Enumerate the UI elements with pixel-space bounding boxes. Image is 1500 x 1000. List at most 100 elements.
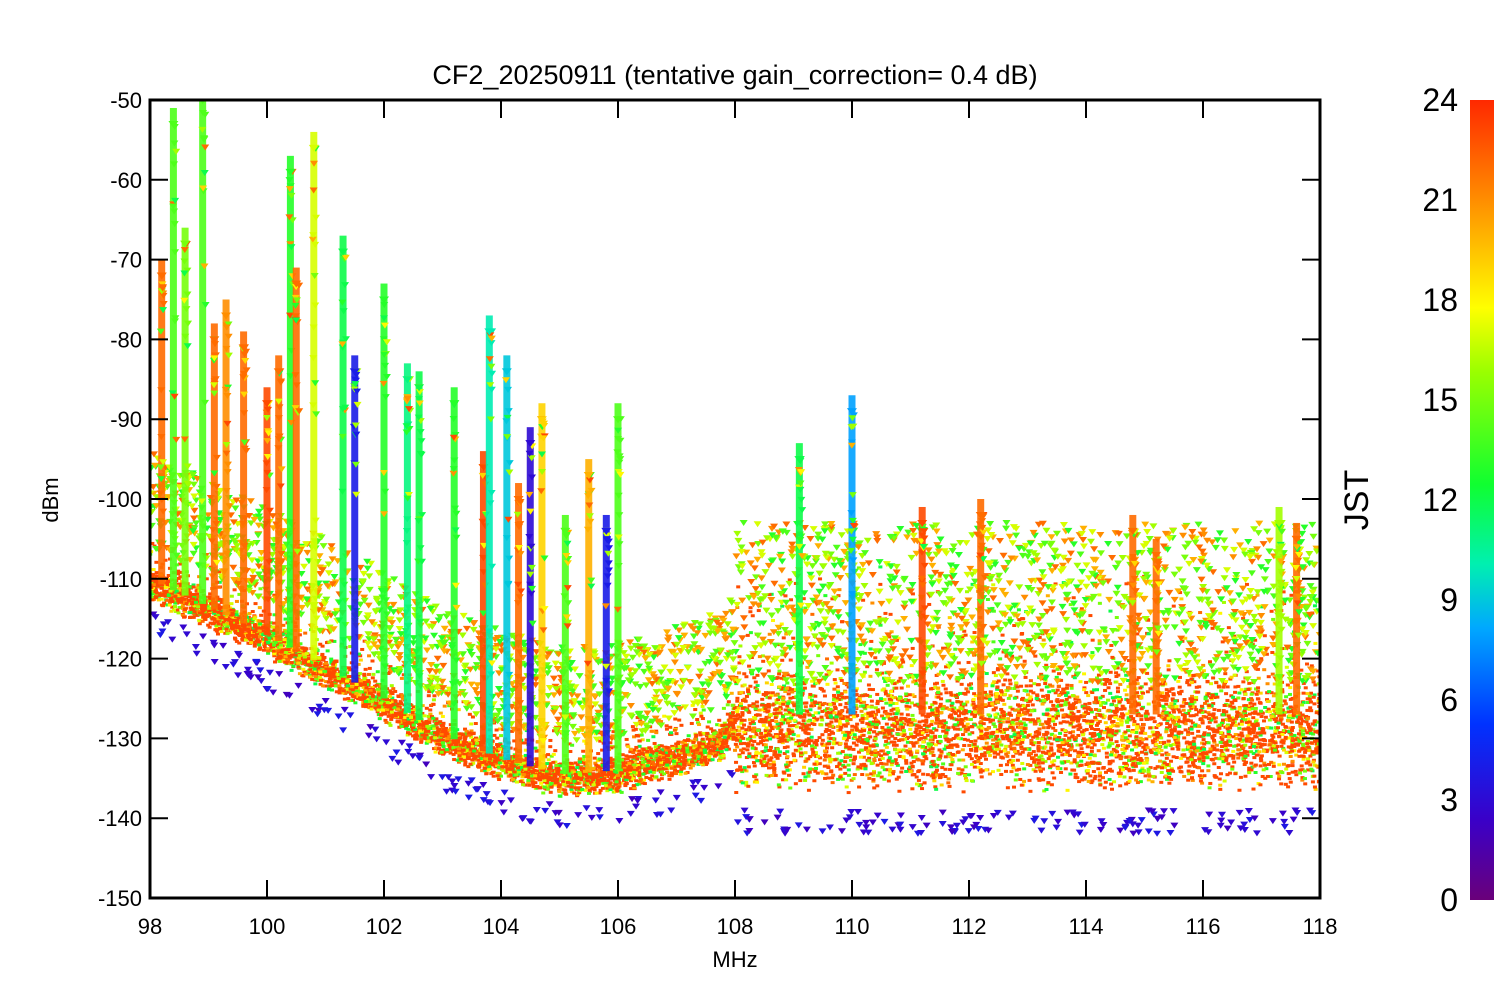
noise-point [857,697,862,701]
noise-point [1135,723,1140,727]
noise-point [744,694,749,698]
noise-point [1092,700,1097,704]
noise-point [953,647,958,651]
noise-point [1159,770,1164,774]
noise-point [1298,768,1303,772]
noise-point [462,752,467,756]
noise-point [759,717,764,721]
noise-point [939,711,944,715]
noise-point [764,745,769,749]
noise-point [904,761,909,765]
noise-point [806,788,811,792]
noise-point [256,624,261,628]
noise-point [1305,731,1310,735]
noise-point [1177,724,1182,728]
noise-point [813,751,818,755]
noise-point [1144,714,1149,718]
noise-point [781,700,786,704]
noise-point [920,713,925,717]
noise-point [753,707,758,711]
noise-point [1107,741,1112,745]
noise-point [1054,675,1059,679]
noise-point [1131,717,1136,721]
noise-point [869,639,874,643]
noise-point [846,773,851,777]
noise-point [962,737,967,741]
noise-point [1283,710,1288,714]
noise-point [716,750,721,754]
noise-point [863,707,868,711]
noise-point [1160,691,1165,695]
noise-point [1114,615,1119,619]
noise-point [995,730,1000,734]
noise-point [1107,778,1112,782]
noise-point [823,729,828,733]
noise-point [1028,720,1033,724]
noise-point [705,731,710,735]
noise-point [1288,686,1293,690]
noise-point [620,753,625,757]
noise-point [1052,737,1057,741]
noise-point [995,692,1000,696]
noise-point [1099,701,1104,705]
noise-point [766,669,771,673]
noise-point [557,794,562,798]
noise-point [815,754,820,758]
noise-point [921,740,926,744]
noise-point [709,745,714,749]
noise-point [1313,723,1318,727]
noise-point [1071,725,1076,729]
noise-point [316,663,321,667]
noise-point [1088,739,1093,743]
noise-point [551,752,556,756]
noise-point [773,750,778,754]
noise-point [999,693,1004,697]
noise-point [703,762,708,766]
noise-point [1082,686,1087,690]
noise-point [1251,751,1256,755]
noise-point [924,757,929,761]
noise-point [172,588,177,592]
noise-point [1131,765,1136,769]
noise-point [898,676,903,680]
noise-point [355,689,360,693]
noise-point [483,769,488,773]
noise-point [1027,697,1032,701]
noise-point [1314,738,1319,742]
noise-point [1007,616,1012,620]
noise-point [1113,680,1118,684]
noise-point [883,728,888,732]
noise-point [817,762,822,766]
noise-point [835,685,840,689]
noise-point [980,726,985,730]
noise-point [272,654,277,658]
noise-point [1146,778,1151,782]
noise-point [932,779,937,783]
noise-point [269,641,274,645]
noise-point [866,683,871,687]
noise-point [598,788,603,792]
noise-point [1304,720,1309,724]
noise-point [860,773,865,777]
noise-point [1144,760,1149,764]
noise-point [911,760,916,764]
noise-point [329,657,334,661]
noise-point [1162,680,1167,684]
noise-point [886,758,891,762]
noise-point [750,743,755,747]
noise-point [443,730,448,734]
noise-point [1054,716,1059,720]
noise-point [872,716,877,720]
noise-point [1092,754,1097,758]
noise-point [1039,699,1044,703]
noise-point [872,757,877,761]
noise-point [1034,763,1039,767]
noise-point [1176,715,1181,719]
noise-point [942,747,947,751]
noise-point [1193,673,1198,677]
noise-point [1111,747,1116,751]
noise-point [559,787,564,791]
noise-point [595,768,600,772]
noise-point [580,776,585,780]
noise-point [281,623,286,627]
